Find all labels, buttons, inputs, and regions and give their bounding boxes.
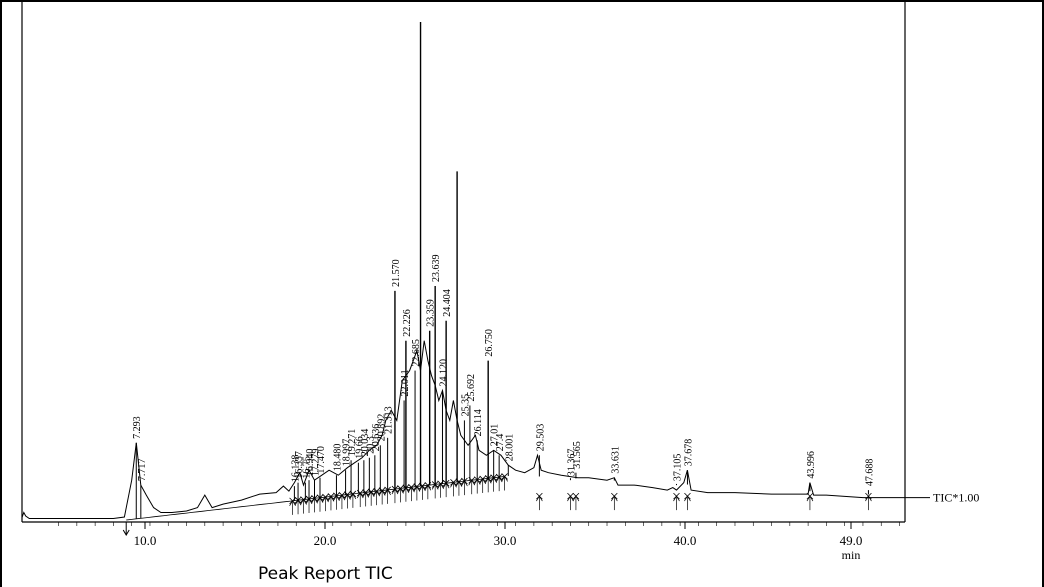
- x-tick-label: 40.0: [674, 533, 697, 548]
- baseline-arrow-head: [437, 483, 444, 489]
- baseline-start-arrow: [122, 529, 130, 536]
- peak-label: 24.120: [438, 359, 449, 387]
- peak-label: 24.404: [442, 289, 453, 317]
- peak-label: 17.279: [311, 449, 322, 477]
- peak-label: 43.996: [806, 451, 817, 479]
- peak-label: 19.66: [354, 436, 365, 459]
- peak-label: 22.226: [402, 309, 413, 337]
- baseline-arrow-head: [300, 498, 307, 505]
- baseline-arrow-head: [367, 491, 375, 497]
- baseline-arrow-head: [479, 478, 486, 485]
- baseline-arrow-head: [684, 495, 691, 502]
- baseline-arrow-head: [397, 487, 404, 494]
- baseline-arrow-head: [289, 500, 296, 507]
- baseline-arrow-head: [344, 493, 351, 500]
- peak-label: 7.717: [137, 459, 148, 482]
- peak-label: 26.114: [473, 409, 484, 436]
- x-tick-label: 49.0: [840, 533, 863, 548]
- peak-label: 28.001: [504, 434, 515, 462]
- tic-trace-label: TIC*1.00: [933, 491, 979, 505]
- peak-label: 31.565: [572, 441, 583, 469]
- baseline-arrow-head: [305, 498, 313, 505]
- peak-label: 47.688: [864, 459, 875, 487]
- baseline-arrow-head: [408, 486, 415, 493]
- baseline-arrow-head: [327, 495, 335, 502]
- baseline-arrow-head: [536, 495, 543, 502]
- peak-label: 22.685: [411, 339, 422, 367]
- peak-label: 16.138: [290, 455, 301, 483]
- x-tick-label: 30.0: [494, 533, 517, 548]
- peak-label: 26.750: [484, 329, 495, 357]
- baseline-arrow-head: [455, 481, 463, 487]
- peak-label: 18.480: [332, 444, 343, 472]
- tic-trace-line: [21, 340, 905, 519]
- baseline-arrow-head: [673, 495, 680, 502]
- peak-label: 29.503: [535, 424, 546, 452]
- baseline-arrow-head: [611, 495, 618, 502]
- peak-report-caption: Peak Report TIC: [258, 564, 393, 584]
- peak-label: 37.678: [683, 439, 694, 467]
- peak-label: 19.271: [347, 429, 358, 457]
- peak-label: 16.940: [305, 449, 316, 477]
- baseline-arrow-head: [373, 490, 380, 497]
- baseline-arrow-head: [567, 495, 574, 502]
- x-tick-label: 20.0: [314, 533, 337, 548]
- baseline-arrow-head: [384, 489, 391, 496]
- baseline-arrow-head: [391, 488, 399, 495]
- peak-label: 27.4: [495, 434, 506, 451]
- baseline-arrow-head: [322, 496, 329, 503]
- peak-label: 16.337: [294, 451, 305, 479]
- peak-label: 20.3: [365, 436, 376, 454]
- baseline-arrow-head: [413, 485, 421, 492]
- peak-label: 23.359: [426, 299, 437, 327]
- integration-baseline: [126, 476, 505, 521]
- peak-label: 25.692: [466, 374, 477, 402]
- peak-label: 25.35: [460, 394, 471, 417]
- baseline-arrow-head: [378, 489, 386, 496]
- peak-label: 7.293: [132, 416, 143, 439]
- baseline-arrow-head: [356, 492, 364, 499]
- baseline-arrow-head: [424, 484, 432, 491]
- baseline-arrow-head: [362, 491, 369, 498]
- baseline-arrow-head: [468, 479, 476, 486]
- peak-label: 21.570: [391, 259, 402, 287]
- peak-label: 20.636: [371, 424, 382, 452]
- baseline-arrow-head: [450, 481, 457, 488]
- baseline-arrow-head: [473, 478, 481, 485]
- baseline-arrow-head: [501, 475, 508, 482]
- peak-label: 37.105: [672, 454, 683, 482]
- baseline-arrow-head: [349, 493, 357, 500]
- baseline-arrow-head: [572, 495, 580, 502]
- baseline-arrow-head: [461, 480, 468, 487]
- peak-label: 17.470: [316, 446, 327, 474]
- peak-label: 33.631: [610, 446, 621, 474]
- baseline-arrow-head: [495, 476, 503, 483]
- baseline-arrow-head: [806, 495, 814, 502]
- peak-label: 31.367: [566, 449, 577, 477]
- peak-label: 18.997: [342, 439, 353, 467]
- peak-label: 20.892: [376, 414, 387, 442]
- peak-label: 21.313: [384, 406, 395, 434]
- baseline-arrow-head: [338, 494, 346, 501]
- peak-label: 20.034: [360, 429, 371, 457]
- baseline-arrow-head: [419, 485, 426, 492]
- peak-label: 27.01: [490, 424, 501, 446]
- peak-label: 16.75: [301, 456, 312, 479]
- x-axis-label: min: [842, 548, 861, 562]
- peak-label: 23.639: [431, 254, 442, 282]
- baseline-arrow-head: [865, 495, 872, 502]
- x-tick-label: 10.0: [134, 533, 157, 548]
- baseline-arrow-head: [431, 483, 439, 490]
